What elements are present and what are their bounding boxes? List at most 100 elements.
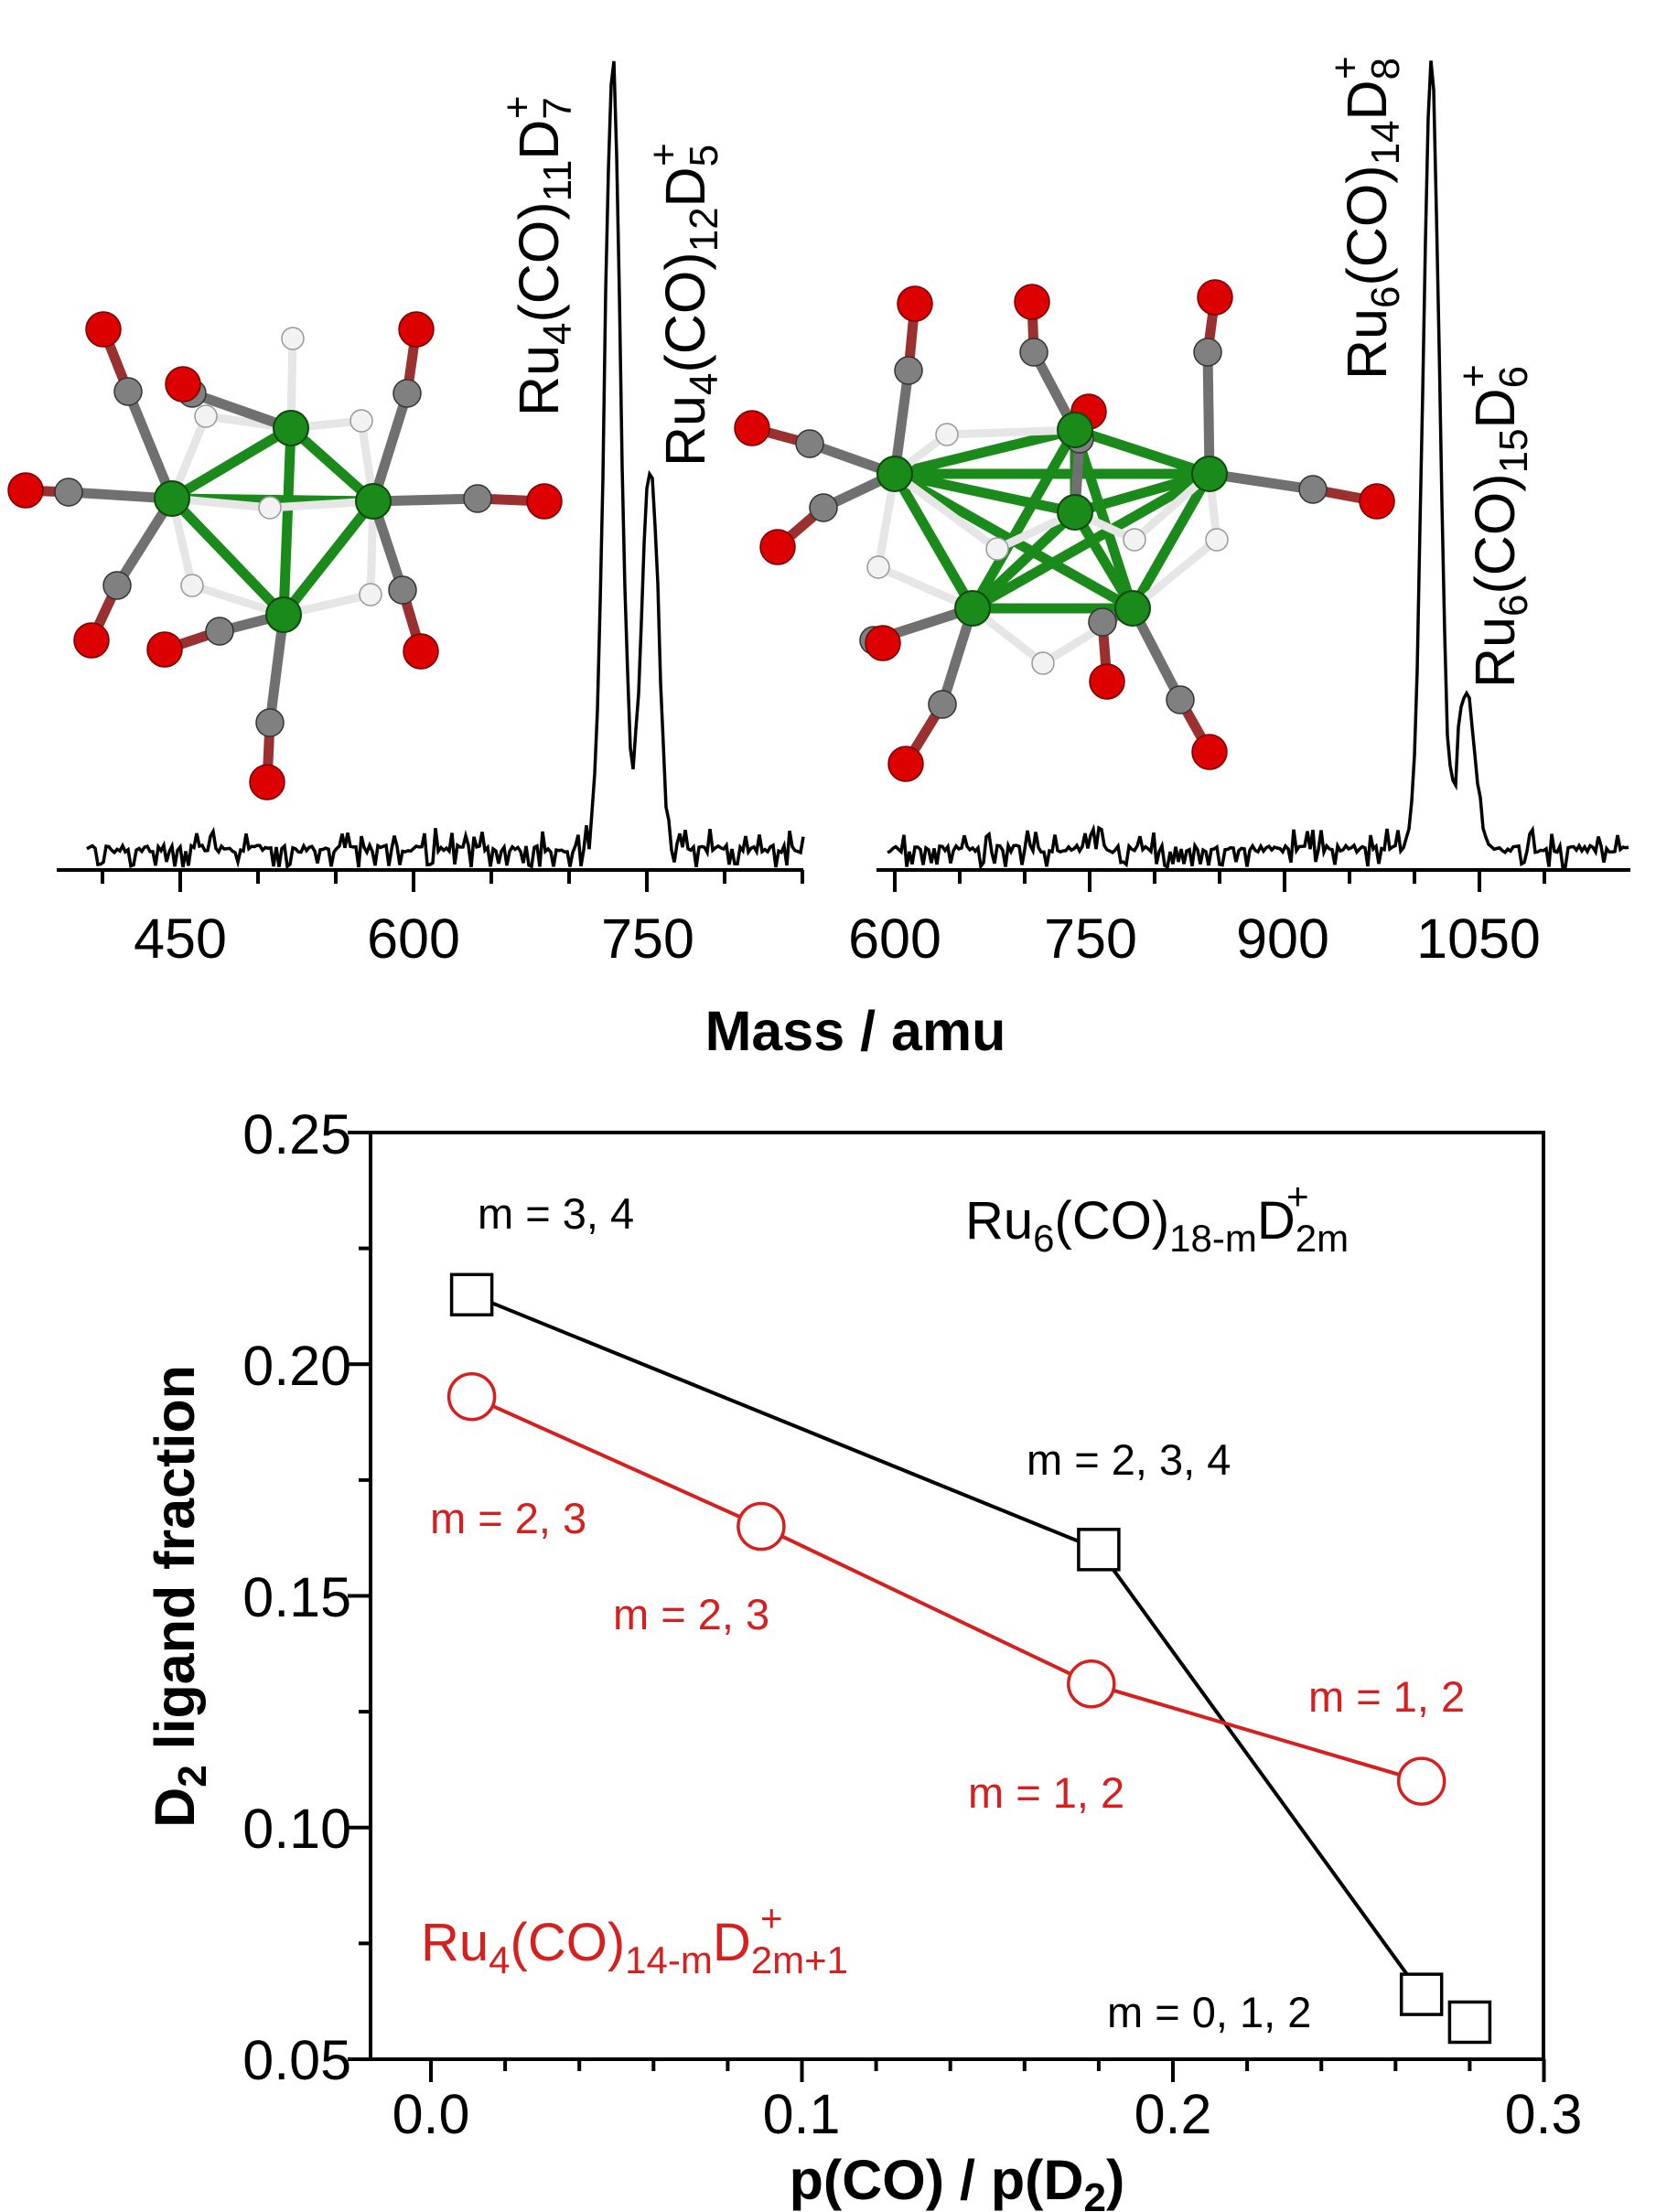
spectrum-left-tick-label: 600 <box>367 907 460 970</box>
carbon-atom <box>1088 607 1117 637</box>
plot-ticks <box>348 1131 1546 2082</box>
carbon-atom <box>463 484 492 513</box>
oxygen-atom <box>1089 663 1125 700</box>
ruthenium-atom <box>1057 412 1093 448</box>
deuterium-atom <box>935 423 959 446</box>
ruthenium-atom <box>1114 590 1151 627</box>
d2-fraction-plot: 0.05 0.10 0.15 0.20 0.25 0.0 0.1 0.2 0.3… <box>144 1103 1582 2212</box>
ruthenium-atom <box>154 480 190 517</box>
data-point-square <box>1447 2000 1492 2045</box>
oxygen-atom <box>887 746 924 782</box>
ruthenium-atom <box>954 590 991 627</box>
mass-axis-label: Mass / amu <box>705 1000 1006 1062</box>
deuterium-atom <box>1031 651 1055 675</box>
ru-ru-bond <box>893 424 1077 479</box>
spectrum-right-tick-label: 900 <box>1236 907 1329 970</box>
oxygen-atom <box>526 483 563 520</box>
x-tick-label: 0.3 <box>1505 2083 1583 2145</box>
peak-label-ru6-co14-d8: Ru6(CO)14D8+ <box>1323 56 1408 380</box>
deuterium-atom <box>281 327 305 350</box>
carbon-atom <box>255 708 285 737</box>
spectrum-right-tick-label: 600 <box>848 907 941 970</box>
ruthenium-atom <box>355 483 392 520</box>
annotation-black: m = 2, 3, 4 <box>1027 1435 1231 1484</box>
x-tick-label: 0.2 <box>1134 2083 1212 2145</box>
ru-d-bond <box>946 425 1076 439</box>
ru-ru-bond <box>168 495 287 618</box>
carbon-atom <box>928 690 957 719</box>
data-point-square <box>1077 1528 1121 1572</box>
ru-ru-bond <box>279 498 378 618</box>
x-tick-label: 0.0 <box>392 2083 470 2145</box>
y-axis-label: D2 ligand fraction <box>144 1365 215 1828</box>
ru-ru-bond <box>970 469 1212 613</box>
annotation-black: m = 0, 1, 2 <box>1107 1988 1311 2036</box>
data-point-circle <box>737 1501 786 1552</box>
carbon-atom <box>205 617 234 646</box>
ru-ru-bond <box>287 424 377 506</box>
ru-ru-bond <box>890 471 977 611</box>
carbon-atom <box>113 377 143 406</box>
ru-c-bond <box>368 392 413 503</box>
oxygen-atom <box>759 529 796 565</box>
ru-ru-bond <box>1070 428 1138 610</box>
legend-ru6: Ru6(CO)18-mD2m+ <box>965 1175 1349 1260</box>
annotation-red: m = 1, 2 <box>1308 1672 1465 1721</box>
oxygen-atom <box>85 311 122 348</box>
oxygen-atom <box>165 366 201 403</box>
deuterium-atom <box>359 583 382 607</box>
oxygen-atom <box>1191 734 1228 770</box>
deuterium-atom <box>985 537 1009 561</box>
spectrum-right-tick-label: 1050 <box>1416 907 1541 970</box>
data-point-square <box>1399 1972 1444 2016</box>
ru-c-bond <box>1202 351 1215 475</box>
deuterium-atom <box>1123 528 1146 552</box>
oxygen-atom <box>1014 284 1050 320</box>
x-axis-label: p(CO) / p(D2) <box>790 2149 1125 2212</box>
y-tick-label: 0.05 <box>242 2029 351 2091</box>
carbon-atom <box>809 493 838 522</box>
deuterium-atom <box>866 555 890 579</box>
data-point-circle <box>1396 1756 1446 1806</box>
carbon-atom <box>388 575 417 605</box>
oxygen-atom <box>146 631 183 668</box>
cluster-ru6-illustration <box>734 279 1395 782</box>
annotation-red: m = 1, 2 <box>968 1768 1124 1817</box>
oxygen-atom <box>1359 483 1395 520</box>
ru-ru-bond <box>969 508 1079 613</box>
spectrum-left-trace <box>86 60 805 870</box>
series-line <box>470 1293 1424 1996</box>
carbon-atom <box>1019 338 1048 367</box>
carbon-atom <box>795 429 824 458</box>
cluster-ru4-illustration <box>7 311 563 800</box>
ruthenium-atom <box>273 410 309 446</box>
ruthenium-atom <box>265 596 302 633</box>
carbon-atom <box>1166 685 1195 714</box>
annotation-black: m = 3, 4 <box>478 1189 634 1238</box>
series-markers <box>446 1272 1492 2045</box>
oxygen-atom <box>73 622 110 659</box>
y-tick-label: 0.10 <box>242 1798 351 1860</box>
spectrum-right-ticks <box>893 870 1546 892</box>
annotation-red: m = 2, 3 <box>430 1494 586 1542</box>
y-tick-label: 0.25 <box>242 1103 351 1165</box>
oxygen-atom <box>734 410 770 446</box>
ru-ru-bond <box>1073 424 1211 479</box>
peak-label-ru6-co15-d6: Ru6(CO)15D6+ <box>1451 364 1536 688</box>
carbon-atom <box>392 379 422 408</box>
ruthenium-atom <box>1191 456 1228 492</box>
oxygen-atom <box>865 625 901 661</box>
deuterium-atom <box>1205 528 1229 552</box>
spectrum-left-tick-label: 450 <box>134 907 227 970</box>
ru-ru-bond <box>1128 471 1214 611</box>
ru-ru-bond <box>968 427 1080 611</box>
spectrum-right-tick-label: 750 <box>1044 907 1137 970</box>
carbon-atom <box>54 478 83 507</box>
data-point-circle <box>1067 1659 1116 1709</box>
oxygen-atom <box>1197 279 1233 316</box>
ru-c-bond <box>123 389 177 501</box>
carbon-atom <box>1298 475 1328 504</box>
data-point-square <box>449 1272 494 1317</box>
y-tick-label: 0.20 <box>242 1335 351 1397</box>
deuterium-atom <box>258 496 282 520</box>
